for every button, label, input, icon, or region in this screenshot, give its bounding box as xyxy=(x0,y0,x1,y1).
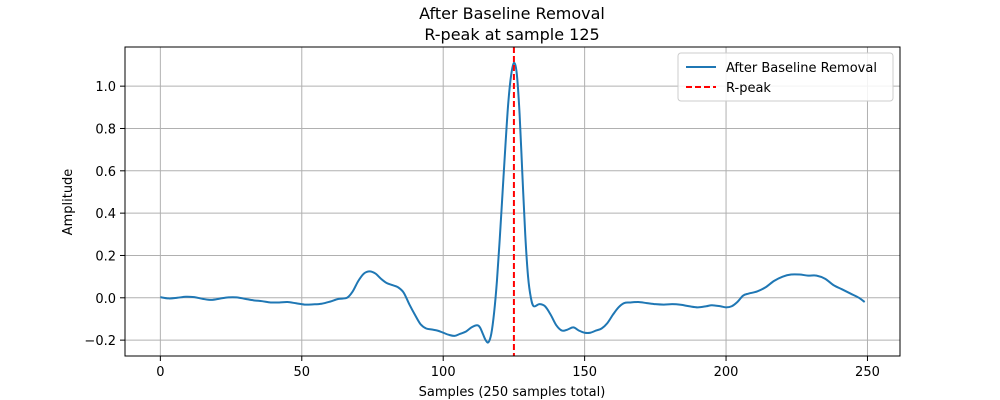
y-tick-label: 0.0 xyxy=(95,292,116,307)
y-tick-label: 0.8 xyxy=(95,122,116,137)
y-axis-label: Amplitude xyxy=(61,169,76,236)
series-layer xyxy=(160,47,866,356)
x-tick-label: 150 xyxy=(572,365,597,380)
legend: After Baseline Removal R-peak xyxy=(677,52,894,102)
y-tick-label: 0.6 xyxy=(95,165,116,180)
x-tick-label: 0 xyxy=(156,365,164,380)
legend-label-rpeak: R-peak xyxy=(726,81,771,96)
y-tick-label: 0.4 xyxy=(95,207,116,222)
legend-box xyxy=(677,52,894,102)
axis-ticks: 0 50 100 150 200 250 −0.2 0.0 0.2 0.4 0.6 0.8 1.0 xyxy=(84,80,879,380)
series-line-after-baseline-removal xyxy=(160,61,866,344)
x-tick-label: 200 xyxy=(714,365,739,380)
x-tick-label: 250 xyxy=(855,365,880,380)
x-tick-label: 50 xyxy=(294,365,311,380)
y-tick-label: 0.2 xyxy=(95,249,116,264)
y-tick-label: −0.2 xyxy=(84,334,116,349)
chart-title: After Baseline Removal xyxy=(419,4,605,23)
chart-subtitle: R-peak at sample 125 xyxy=(424,25,599,44)
x-tick-label: 100 xyxy=(431,365,456,380)
plot-frame xyxy=(124,46,901,357)
legend-label-baseline: After Baseline Removal xyxy=(726,61,877,76)
x-axis-label: Samples (250 samples total) xyxy=(419,385,606,400)
y-tick-label: 1.0 xyxy=(95,80,116,95)
